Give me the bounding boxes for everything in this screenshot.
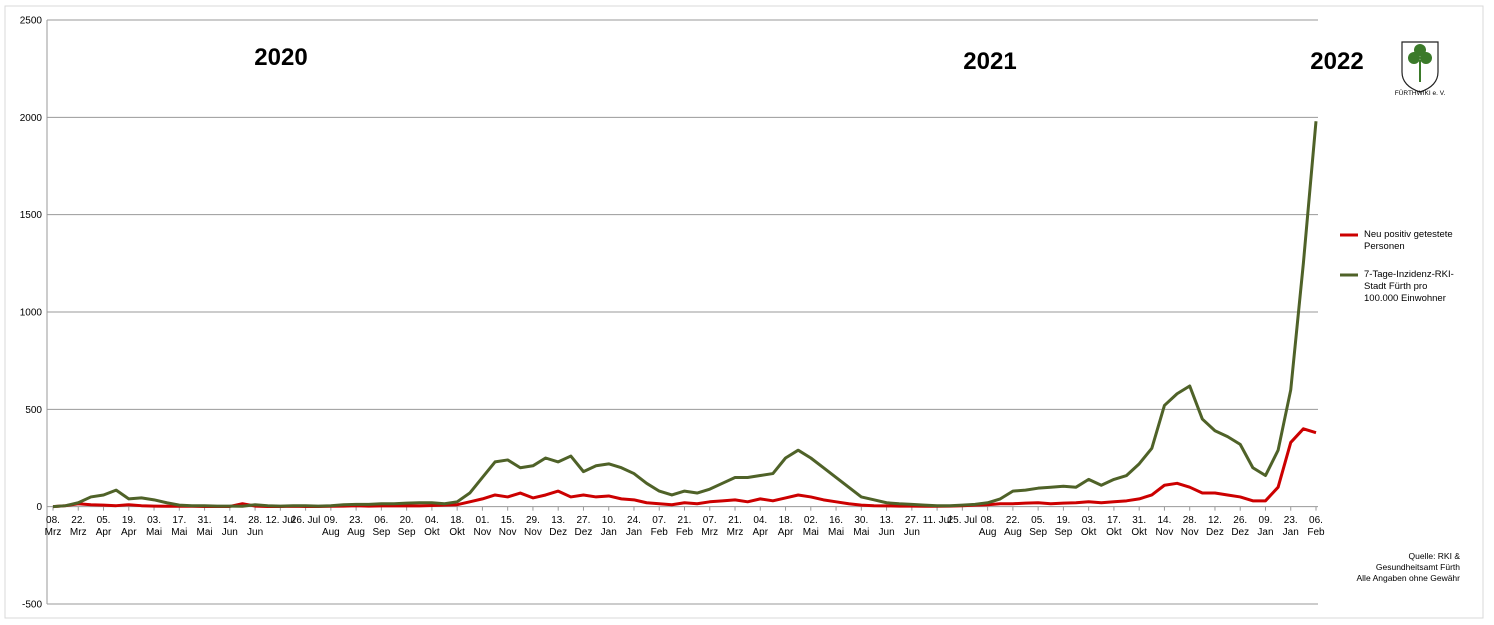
legend-label: Neu positiv getestete Personen [1364, 229, 1453, 252]
x-tick-label: 12. Dez [1206, 515, 1224, 538]
x-tick-label: 03. Okt [1080, 515, 1097, 538]
x-tick-label: 17. Mai [171, 515, 188, 538]
x-tick-label: 30. Mai [853, 515, 870, 538]
logo-leaf [1414, 44, 1426, 56]
x-tick-label: 13. Jun [878, 515, 895, 538]
y-tick-label: 2000 [20, 113, 43, 124]
y-tick-label: 2500 [20, 16, 43, 27]
x-tick-label: 22. Aug [1003, 515, 1022, 538]
y-tick-label: 500 [25, 405, 42, 416]
x-tick-label: 09. Aug [321, 515, 340, 538]
year-annotation: 2022 [1310, 48, 1363, 75]
x-tick-label: 31. Okt [1131, 515, 1147, 538]
x-tick-label: 18. Apr [777, 515, 794, 538]
x-tick-label: 24. Jan [625, 515, 643, 538]
x-tick-label: 11. Jul [922, 515, 952, 526]
y-tick-label: 1500 [20, 210, 43, 221]
x-tick-label: 18. Okt [449, 515, 465, 538]
y-tick-label: -500 [22, 600, 42, 611]
year-annotation: 2021 [963, 48, 1016, 75]
x-tick-label: 03. Mai [145, 515, 163, 538]
x-tick-label: 07. Feb [650, 515, 668, 538]
x-tick-label: 05. Apr [95, 515, 112, 538]
x-tick-label: 07. Mrz [701, 515, 719, 538]
x-tick-label: 04. Apr [752, 515, 769, 538]
x-tick-label: 28. Nov [1180, 515, 1199, 538]
x-tick-label: 09. Jan [1257, 515, 1274, 538]
x-tick-label: 21. Mrz [726, 515, 744, 538]
source-line: Alle Angaben ohne Gewähr [1356, 573, 1461, 583]
logo: FÜRTHWIKI e. V. [1395, 41, 1446, 97]
logo-text: FÜRTHWIKI e. V. [1395, 89, 1446, 97]
x-tick-label: 02. Mai [802, 515, 819, 538]
x-tick-label: 12. Jul [265, 515, 296, 526]
x-tick-label: 06. Feb [1307, 515, 1325, 538]
x-tick-label: 23. Jan [1282, 515, 1299, 538]
x-tick-label: 17. Okt [1106, 515, 1122, 538]
x-tick-label: 16. Mai [827, 515, 845, 538]
x-tick-label: 23. Aug [347, 515, 365, 538]
x-tick-label: 08. Aug [978, 515, 997, 538]
legend-label: 7-Tage-Inzidenz-RKI-Stadt Fürth pro 100.… [1364, 269, 1454, 304]
x-tick-label: 10. Jan [600, 515, 617, 538]
x-tick-label: 27. Dez [574, 515, 593, 538]
x-tick-label: 21. Feb [675, 515, 694, 538]
x-tick-label: 14. Jun [221, 515, 238, 538]
x-tick-label: 28. Jun [247, 515, 264, 538]
x-tick-label: 15. Nov [498, 515, 517, 538]
y-tick-label: 1000 [20, 308, 43, 319]
x-tick-label: 25. Jul [947, 515, 978, 526]
x-tick-label: 20. Sep [397, 515, 416, 538]
x-tick-label: 04. Okt [424, 515, 440, 538]
year-annotation: 2020 [254, 44, 307, 71]
x-tick-label: 26. Dez [1231, 515, 1250, 538]
x-tick-label: 13. Dez [549, 515, 568, 538]
x-tick-label: 08. Mrz [44, 515, 62, 538]
x-tick-label: 05. Sep [1029, 515, 1048, 538]
x-tick-label: 22. Mrz [69, 515, 87, 538]
source-line: Quelle: RKI & [1408, 551, 1461, 561]
source-note: Quelle: RKI & Gesundheitsamt Fürth Alle … [1357, 551, 1461, 584]
series-line [52, 121, 1318, 509]
x-tick-label: 27. Jun [903, 515, 920, 538]
x-tick-label: 31. Mai [196, 515, 213, 538]
x-tick-label: 14. Nov [1155, 515, 1174, 538]
source-line: Gesundheitsamt Fürth [1375, 562, 1460, 572]
x-tick-label: 26. Jul [290, 515, 321, 526]
x-tick-label: 19. Sep [1054, 515, 1073, 538]
x-tick-label: 19. Apr [120, 515, 137, 538]
x-tick-label: 06. Sep [372, 515, 391, 538]
x-tick-label: 01. Nov [473, 515, 492, 538]
y-tick-label: 0 [36, 502, 42, 513]
x-tick-label: 29. Nov [524, 515, 542, 538]
